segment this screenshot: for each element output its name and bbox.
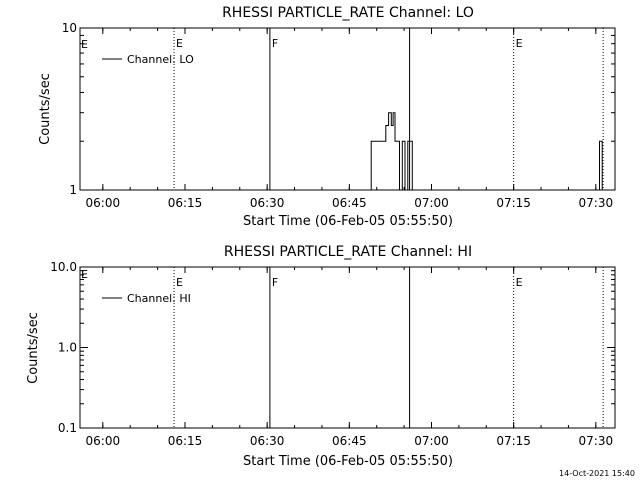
x-tick-label: 06:45 bbox=[332, 434, 367, 448]
corner-event-label: E bbox=[81, 38, 88, 51]
x-tick-label: 07:30 bbox=[579, 196, 614, 210]
y-axis-label: Counts/sec bbox=[26, 312, 41, 384]
chart-title: RHESSI PARTICLE_RATE Channel: HI bbox=[224, 244, 472, 260]
x-axis-label: Start Time (06-Feb-05 05:55:50) bbox=[243, 214, 453, 229]
timestamp-stamp: 14-Oct-2021 15:40 bbox=[559, 469, 635, 478]
event-line-label: F bbox=[272, 276, 278, 289]
event-line-label: E bbox=[516, 37, 523, 50]
x-tick-label: 07:00 bbox=[414, 196, 449, 210]
event-line-label: E bbox=[176, 276, 183, 289]
legend-entry-lo: Channel: LO bbox=[127, 53, 194, 66]
event-line-label: E bbox=[176, 37, 183, 50]
x-tick-label: 07:15 bbox=[496, 434, 531, 448]
y-tick-label: 10 bbox=[62, 21, 77, 35]
plot-frame bbox=[79, 27, 616, 191]
x-tick-label: 06:15 bbox=[168, 196, 203, 210]
x-axis-label: Start Time (06-Feb-05 05:55:50) bbox=[243, 454, 453, 469]
y-tick-label: 10.0 bbox=[50, 260, 77, 274]
y-tick-label: 0.1 bbox=[58, 421, 77, 435]
chart-title: RHESSI PARTICLE_RATE Channel: LO bbox=[222, 5, 474, 21]
x-tick-label: 06:30 bbox=[250, 434, 285, 448]
panel-hi: RHESSI PARTICLE_RATE Channel: HI Start T… bbox=[26, 244, 616, 469]
x-tick-label: 06:00 bbox=[86, 196, 121, 210]
event-line-label: F bbox=[272, 37, 278, 50]
y-tick-label: 1.0 bbox=[58, 341, 77, 355]
x-tick-label: 06:45 bbox=[332, 196, 367, 210]
x-tick-label: 06:30 bbox=[250, 196, 285, 210]
x-tick-label: 06:00 bbox=[86, 434, 121, 448]
x-tick-label: 06:15 bbox=[168, 434, 203, 448]
series-line-segment bbox=[599, 140, 603, 190]
legend-entry-hi: Channel: HI bbox=[127, 292, 191, 305]
x-tick-label: 07:30 bbox=[579, 434, 614, 448]
corner-event-label: E bbox=[81, 268, 88, 281]
event-line-label: E bbox=[516, 276, 523, 289]
x-tick-label: 07:00 bbox=[414, 434, 449, 448]
y-axis-label: Counts/sec bbox=[38, 73, 53, 145]
panel-lo: RHESSI PARTICLE_RATE Channel: LO Start T… bbox=[38, 5, 616, 229]
series-line-segment bbox=[370, 112, 413, 191]
x-tick-label: 07:15 bbox=[496, 196, 531, 210]
y-tick-label: 1 bbox=[69, 183, 77, 197]
